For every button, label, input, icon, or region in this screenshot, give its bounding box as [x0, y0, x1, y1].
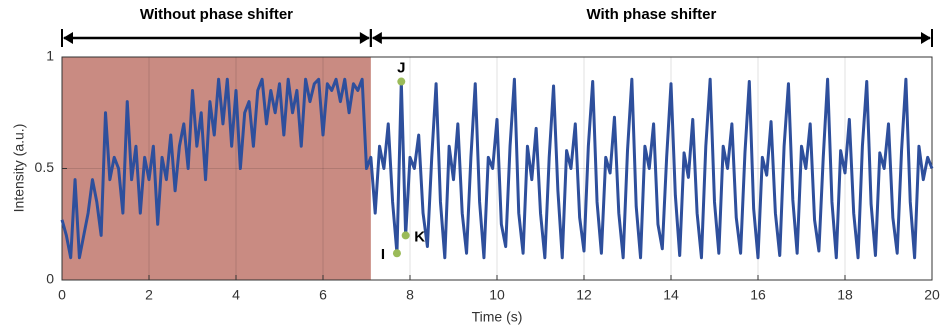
point-label: I [381, 246, 385, 263]
x-tick-label: 6 [319, 287, 327, 303]
x-tick-label: 14 [663, 287, 679, 303]
x-tick-label: 20 [924, 287, 940, 303]
x-tick-label: 10 [489, 287, 505, 303]
y-axis-label: Intensity (a.u.) [11, 124, 27, 213]
x-axis-label: Time (s) [472, 309, 523, 325]
x-tick-label: 18 [837, 287, 853, 303]
span-label: Without phase shifter [140, 6, 293, 23]
y-tick-label: 0 [46, 271, 54, 287]
y-tick-label: 1 [46, 48, 54, 64]
y-tick-label: 0.5 [35, 159, 55, 175]
x-tick-label: 12 [576, 287, 592, 303]
x-tick-label: 8 [406, 287, 414, 303]
point-label: J [397, 59, 405, 76]
point-marker [401, 231, 410, 240]
data-line [60, 77, 934, 260]
x-tick-label: 0 [58, 287, 66, 303]
x-tick-label: 2 [145, 287, 153, 303]
point-marker [392, 249, 401, 258]
span-label: With phase shifter [586, 6, 716, 23]
x-tick-label: 4 [232, 287, 240, 303]
point-label: K [414, 228, 425, 245]
x-tick-label: 16 [750, 287, 766, 303]
point-marker [397, 77, 406, 86]
